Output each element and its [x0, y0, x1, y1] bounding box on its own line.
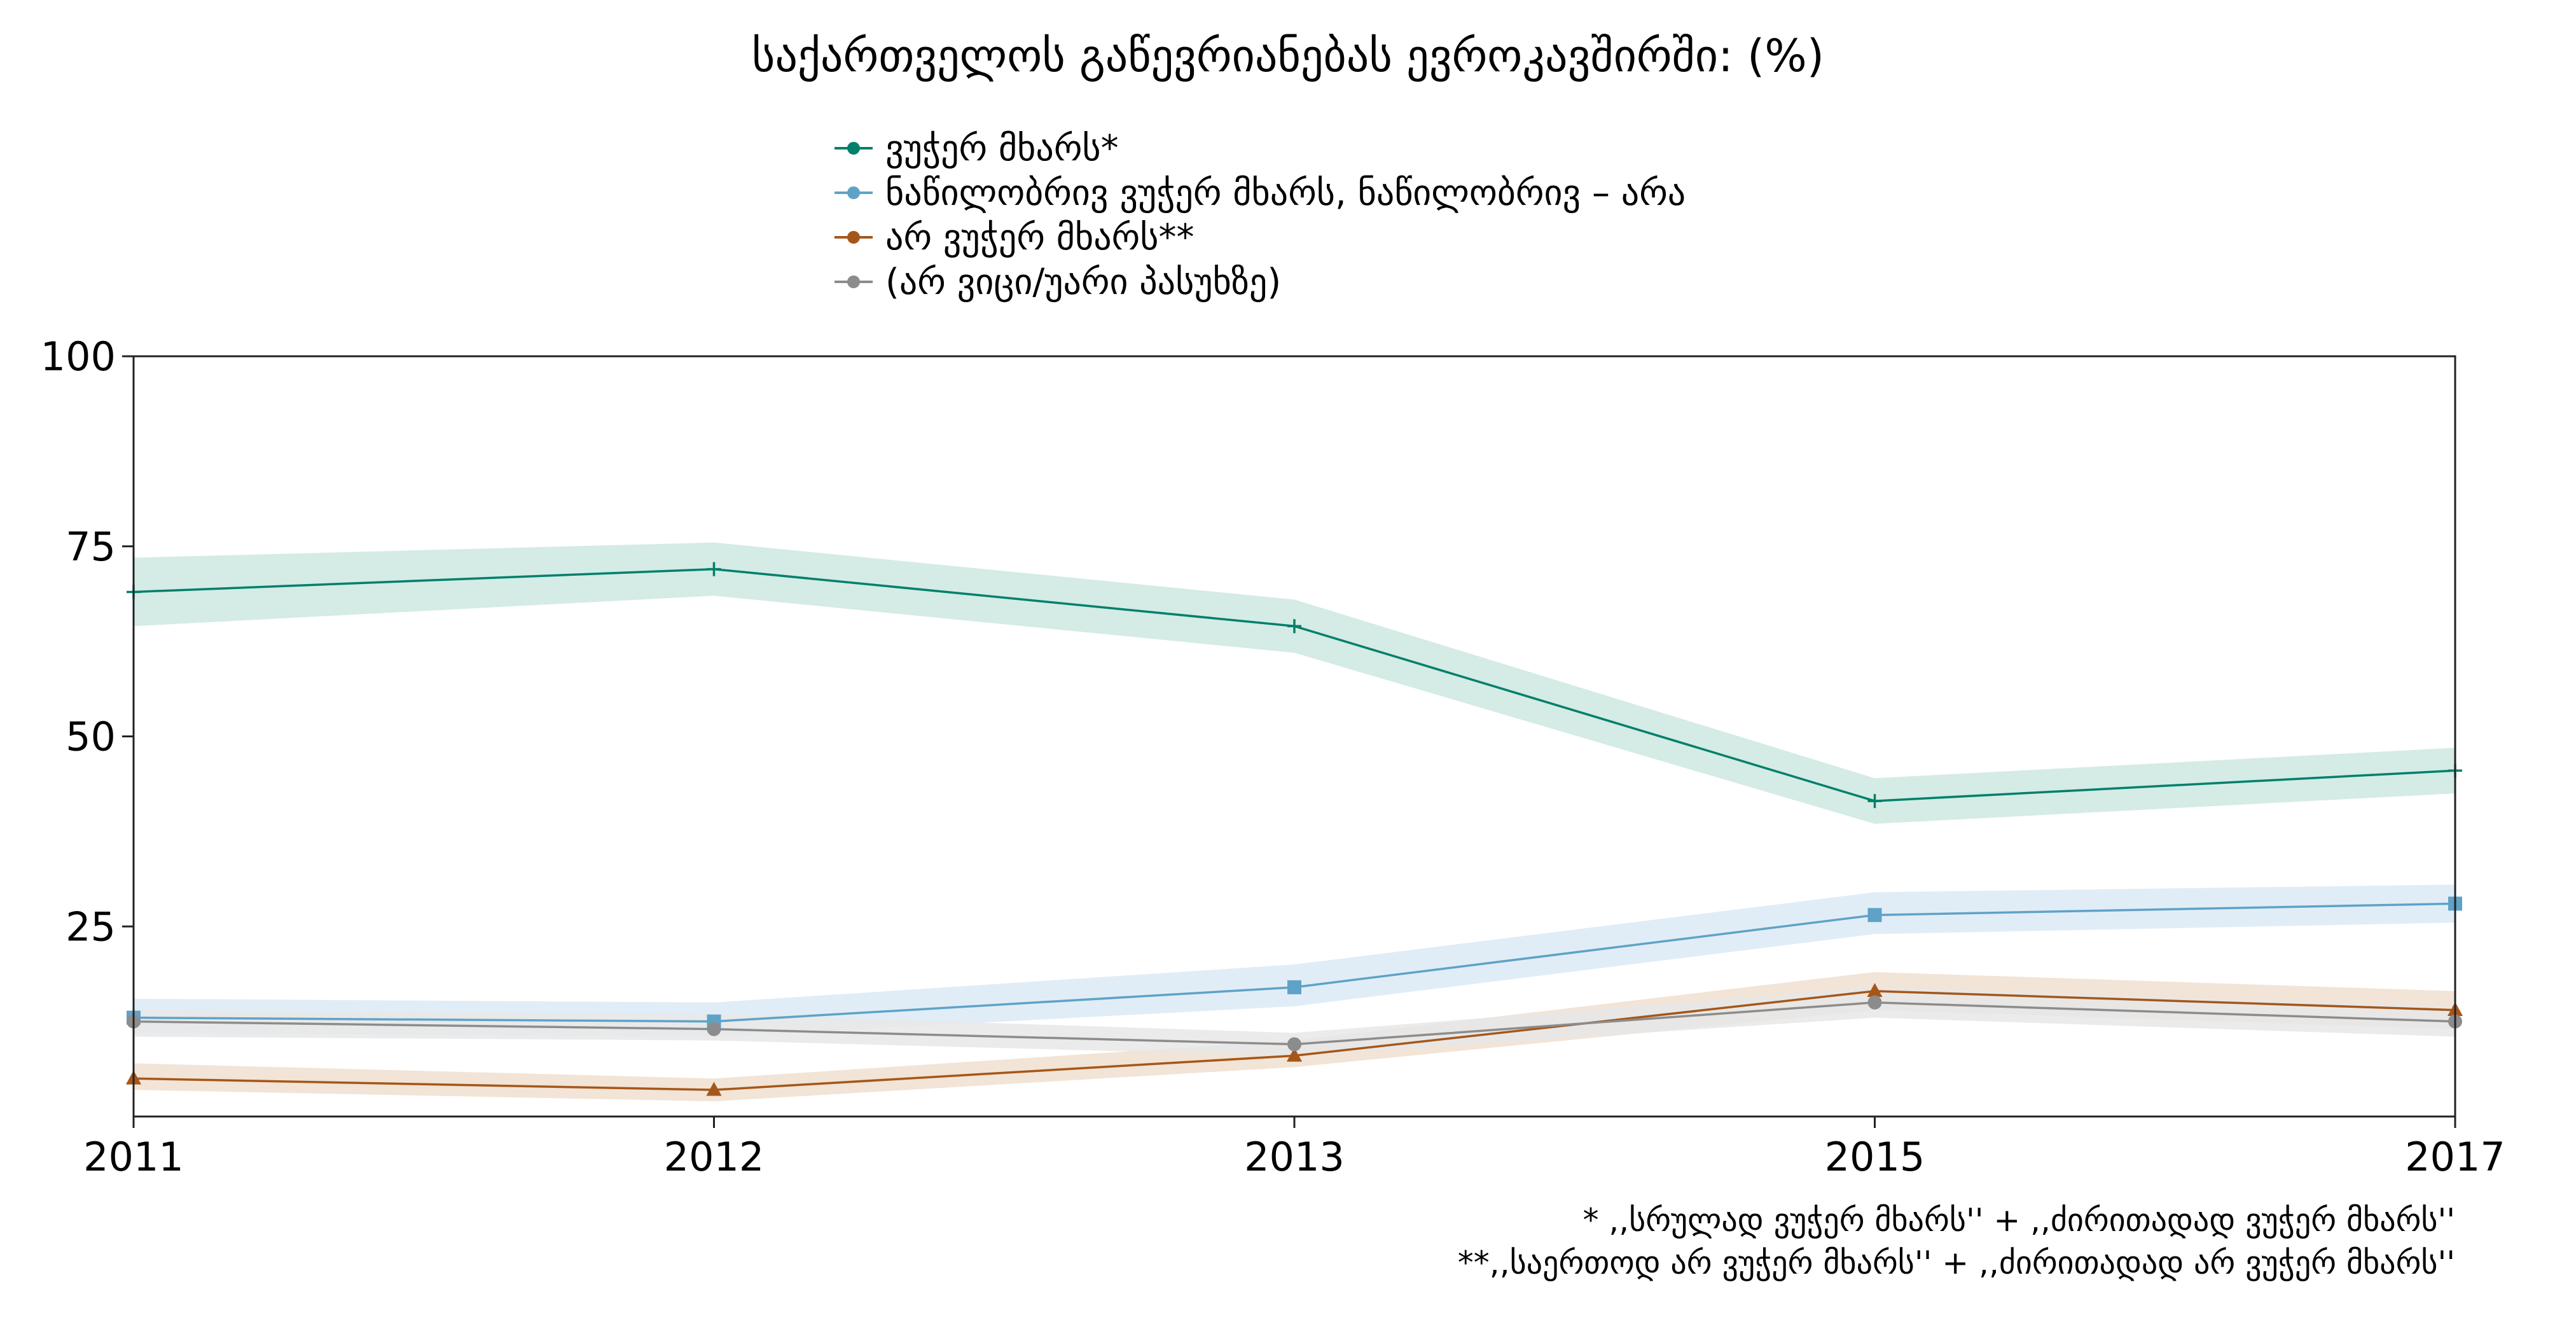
y-tick-label-4: 100 — [41, 333, 116, 380]
data-point-s4-3 — [1287, 1037, 1301, 1052]
footnote-1: * ,,სრულად ვუჭერ მხარს'' + ,,ძირითადად ვ… — [1582, 1202, 2455, 1239]
legend-marker-2 — [847, 186, 860, 199]
y-tick-label-1: 25 — [66, 903, 116, 950]
data-point-s1-3 — [1287, 619, 1301, 634]
data-point-s3-2 — [706, 1082, 722, 1096]
x-tick-label-5: 2017 — [2405, 1134, 2505, 1180]
legend-label-2: ნაწილობრივ ვუჭერ მხარს, ნაწილობრივ – არა — [885, 172, 1686, 214]
legend-item-2: ნაწილობრივ ვუჭერ მხარს, ნაწილობრივ – არა — [834, 172, 1686, 214]
legend-marker-4 — [847, 275, 860, 288]
data-point-s2-3 — [1287, 980, 1301, 994]
y-tick-label-2: 50 — [66, 714, 116, 760]
legend-box — [830, 126, 1771, 308]
x-axis: 2011 2012 2013 2015 2017 — [83, 1117, 2505, 1180]
footnotes: * ,,სრულად ვუჭერ მხარს'' + ,,ძირითადად ვ… — [1458, 1202, 2455, 1281]
legend-item-3: არ ვუჭერ მხარს** — [834, 217, 1195, 258]
confidence-band-1 — [134, 542, 2455, 824]
y-axis: 25 50 75 100 — [41, 333, 134, 950]
footnote-2: **,,საერთოდ არ ვუჭერ მხარს'' + ,,ძირითად… — [1458, 1244, 2455, 1281]
axes: 25 50 75 100 2011 2012 2013 2015 2017 — [41, 333, 2505, 1180]
legend-label-3: არ ვუჭერ მხარს** — [885, 217, 1195, 258]
chart-title: საქართველოს გაწევრიანებას ევროკავშირში: … — [752, 30, 1824, 82]
x-tick-label-4: 2015 — [1825, 1134, 1925, 1180]
data-point-s4-4 — [1867, 995, 1882, 1010]
legend-label-1: ვუჭერ მხარს* — [885, 128, 1119, 169]
plot-area — [125, 355, 2463, 1118]
x-tick-label-3: 2013 — [1244, 1134, 1345, 1180]
legend-marker-1 — [847, 142, 860, 155]
y-tick-label-3: 75 — [66, 524, 116, 570]
legend: ვუჭერ მხარს*ნაწილობრივ ვუჭერ მხარს, ნაწი… — [830, 126, 1771, 308]
data-point-s3-3 — [1286, 1047, 1303, 1062]
legend-item-1: ვუჭერ მხარს* — [834, 128, 1119, 169]
data-point-s1-2 — [707, 562, 721, 576]
confidence-band-2 — [134, 884, 2455, 1037]
legend-marker-3 — [847, 231, 860, 244]
legend-item-4: (არ ვიცი/უარი პასუხზე) — [834, 261, 1281, 303]
data-point-s3-4 — [1867, 983, 1883, 998]
x-tick-label-1: 2011 — [83, 1134, 184, 1180]
data-point-s2-4 — [1867, 908, 1882, 922]
x-tick-label-2: 2012 — [664, 1134, 765, 1180]
data-point-s1-4 — [1867, 794, 1882, 809]
legend-label-4: (არ ვიცი/უარი პასუხზე) — [885, 261, 1281, 303]
data-point-s4-2 — [707, 1022, 721, 1036]
